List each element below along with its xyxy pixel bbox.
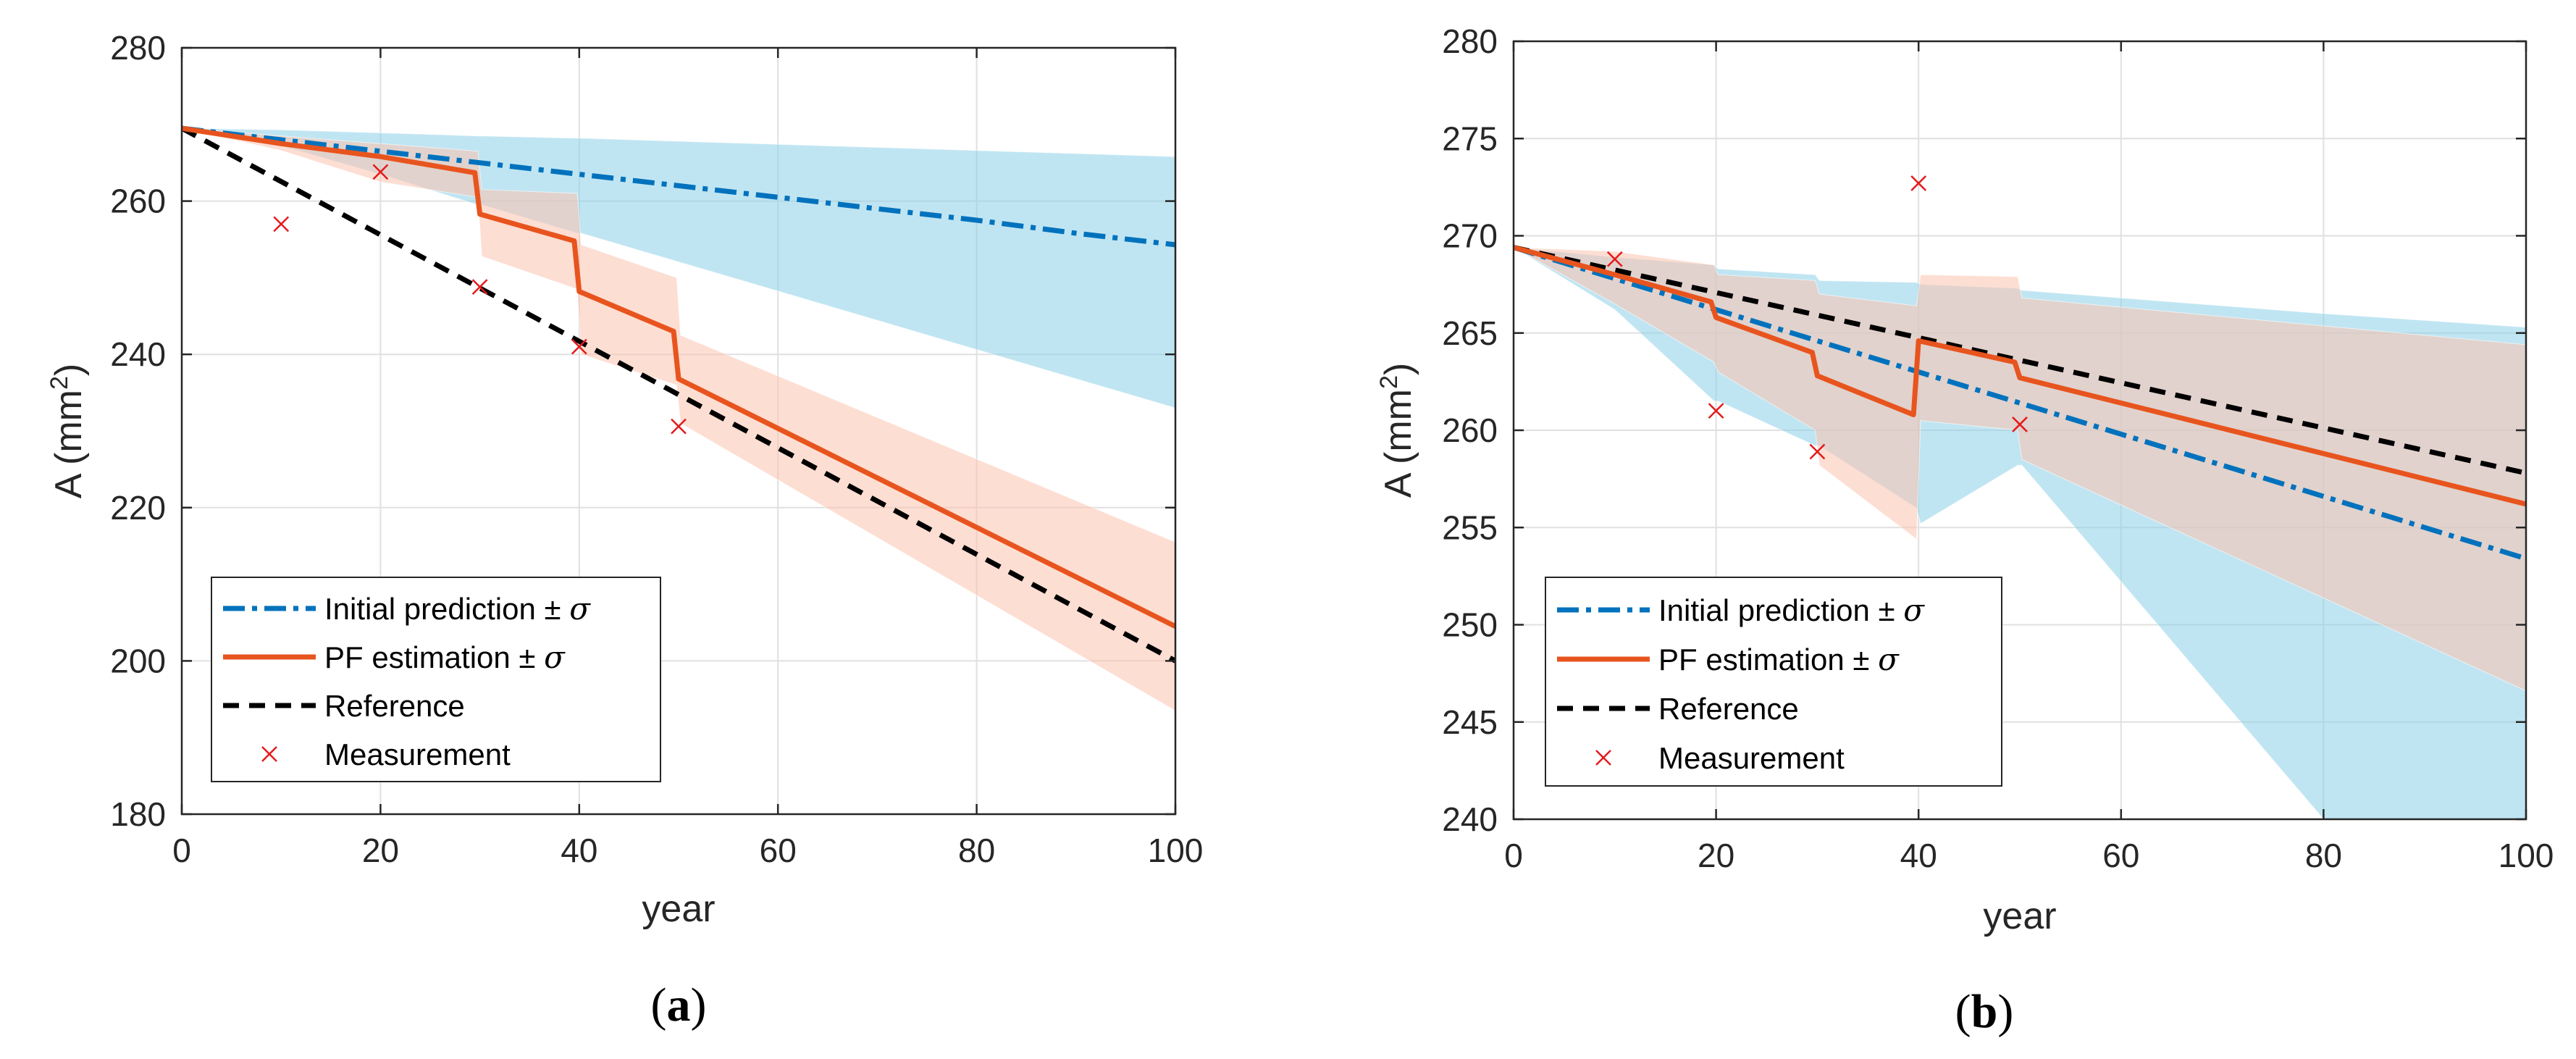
y-tick-label: 265 bbox=[1442, 314, 1498, 352]
band-pf bbox=[1514, 247, 2526, 692]
series-line-reference bbox=[1514, 245, 2526, 476]
x-tick-label: 20 bbox=[1698, 837, 1734, 874]
legend-label-pf: PF estimation ± σ bbox=[1658, 642, 1900, 677]
panel-a: 180 200 220 240 260 280 0 20 40 60 80 10… bbox=[46, 29, 1203, 1031]
y-tick-label: 270 bbox=[1442, 217, 1498, 255]
x-tick-label: 100 bbox=[1148, 832, 1204, 869]
y-tick-label: 245 bbox=[1442, 703, 1498, 741]
legend-a: Initial prediction ± σ PF estimation ± σ… bbox=[211, 577, 661, 782]
measurements-b bbox=[1606, 175, 2028, 460]
measurement-point bbox=[1606, 251, 1623, 267]
lines-a bbox=[182, 125, 1175, 664]
y-axis-label: A (mm2) bbox=[1375, 363, 1419, 498]
legend-label-initial: Initial prediction ± σ bbox=[1658, 593, 1925, 628]
legend-b: Initial prediction ± σ PF estimation ± σ… bbox=[1545, 577, 2002, 787]
measurement-point bbox=[1910, 175, 1927, 191]
y-tick-label: 260 bbox=[110, 183, 166, 220]
series-line-pf bbox=[182, 125, 1175, 629]
x-tick-label: 80 bbox=[2305, 837, 2342, 874]
series-line-initial bbox=[1514, 245, 2526, 561]
y-tick-label: 250 bbox=[1442, 606, 1498, 644]
legend-box bbox=[1545, 577, 2002, 787]
panel-caption-b: (b) bbox=[1955, 985, 2014, 1038]
y-axis-label: A (mm2) bbox=[46, 364, 90, 498]
y-tick-label: 240 bbox=[1442, 800, 1498, 838]
x-tick-label: 0 bbox=[172, 832, 191, 869]
measurement-point bbox=[273, 216, 290, 233]
lines-b bbox=[1514, 245, 2526, 561]
legend-box bbox=[211, 577, 661, 782]
axes-box-a bbox=[180, 46, 1177, 816]
legend-label-measurement: Measurement bbox=[324, 737, 511, 771]
panel-caption-a: (a) bbox=[651, 979, 707, 1031]
measurement-point bbox=[2012, 417, 2028, 432]
ticks-b bbox=[1512, 40, 2527, 821]
bands-b bbox=[1514, 247, 2526, 819]
x-tick-label: 40 bbox=[1900, 837, 1937, 874]
x-tick-label: 0 bbox=[1504, 837, 1523, 874]
y-tick-label: 220 bbox=[110, 489, 166, 527]
x-tick-label: 60 bbox=[2102, 837, 2139, 874]
panel-b: 240 245 250 255 260 265 270 275 280 0 20… bbox=[1375, 22, 2554, 1038]
series-line-initial bbox=[182, 125, 1175, 248]
measurement-point bbox=[471, 279, 488, 295]
legend-label-measurement: Measurement bbox=[1658, 741, 1845, 775]
x-tick-label: 20 bbox=[362, 832, 399, 869]
legend-label-reference: Reference bbox=[324, 689, 465, 723]
y-tick-label: 260 bbox=[1442, 411, 1498, 449]
x-axis-label: year bbox=[642, 888, 715, 930]
x-tick-label: 60 bbox=[760, 832, 797, 869]
y-tick-label: 280 bbox=[110, 29, 166, 67]
y-tick-label: 240 bbox=[110, 335, 166, 373]
y-tick-label: 255 bbox=[1442, 508, 1498, 546]
legend-label-pf: PF estimation ± σ bbox=[324, 640, 566, 675]
measurement-point bbox=[671, 418, 687, 435]
measurement-point bbox=[372, 164, 389, 180]
series-line-pf bbox=[1514, 245, 2526, 507]
measurements-a bbox=[273, 164, 687, 435]
legend-swatch-measurement bbox=[261, 746, 277, 762]
legend-label-initial: Initial prediction ± σ bbox=[324, 591, 591, 627]
x-axis-label: year bbox=[1983, 895, 2056, 937]
y-tick-label: 180 bbox=[110, 795, 166, 833]
legend-swatch-measurement bbox=[1595, 750, 1611, 766]
x-tick-label: 40 bbox=[561, 832, 597, 869]
y-tick-label: 280 bbox=[1442, 22, 1498, 60]
x-tick-label: 80 bbox=[958, 832, 995, 869]
measurement-point bbox=[1809, 443, 1826, 460]
x-tick-label: 100 bbox=[2499, 837, 2554, 874]
y-tick-label: 275 bbox=[1442, 120, 1498, 157]
measurement-point bbox=[571, 338, 587, 355]
ticks-a bbox=[180, 46, 1177, 816]
y-tick-label: 200 bbox=[110, 642, 166, 679]
legend-label-reference: Reference bbox=[1658, 692, 1799, 726]
measurement-point bbox=[1708, 403, 1724, 419]
series-line-reference bbox=[182, 126, 1175, 664]
